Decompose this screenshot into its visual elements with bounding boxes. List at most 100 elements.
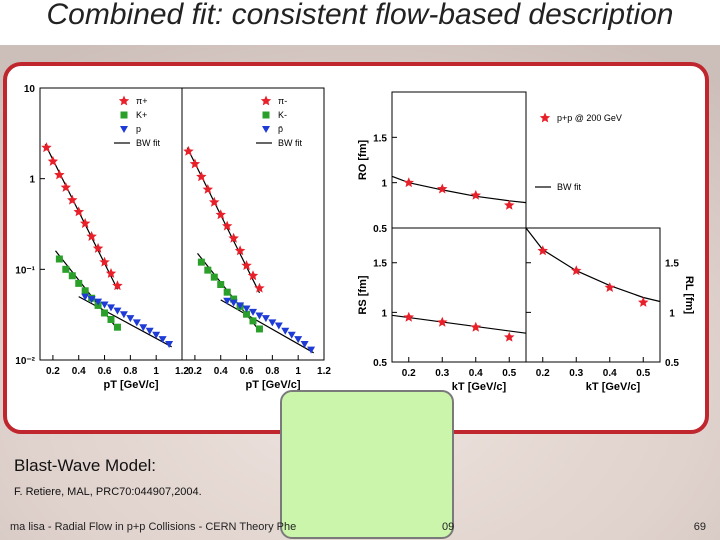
legend-label: π-: [278, 96, 287, 106]
bw-fit-line: [391, 314, 527, 334]
legend-label: K-: [278, 110, 287, 120]
data-point: [307, 346, 316, 354]
data-point: [437, 316, 448, 327]
data-point: [504, 199, 515, 210]
data-point: [537, 245, 548, 256]
data-point: [403, 311, 414, 322]
data-point: [403, 177, 414, 188]
data-point: [604, 282, 615, 292]
data-point: [152, 331, 161, 339]
y-tick-label: 0.5: [373, 358, 387, 369]
x-tick-label: 1.2: [317, 366, 331, 377]
data-point: [189, 158, 201, 169]
data-point: [571, 265, 582, 276]
data-point: [230, 295, 238, 303]
y-tick-label: 10⁻²: [15, 356, 35, 367]
data-point: [470, 189, 481, 200]
data-point: [243, 310, 251, 318]
data-point: [281, 327, 290, 335]
legend-marker: [262, 111, 270, 119]
x-tick-label: 0.4: [72, 366, 86, 377]
y-axis-label: RL [fm]: [683, 276, 695, 315]
data-point: [274, 322, 283, 330]
x-tick-label: 0.6: [98, 366, 112, 377]
data-point: [86, 231, 97, 241]
y-tick-label: 1.5: [373, 133, 387, 144]
data-point: [241, 260, 252, 270]
y-tick-label: 1: [29, 175, 35, 186]
bw-fit-line: [525, 227, 661, 303]
data-point: [217, 281, 225, 289]
data-point: [249, 308, 257, 316]
data-point: [54, 169, 65, 180]
data-point: [55, 255, 63, 263]
data-point: [99, 256, 110, 267]
data-point: [197, 258, 205, 266]
data-point: [294, 336, 303, 344]
data-point: [638, 296, 649, 307]
data-point: [222, 220, 233, 231]
legend-label: BW fit: [278, 138, 302, 148]
x-tick-label: 0.4: [214, 366, 228, 377]
plot-area-RO: [391, 91, 527, 229]
legend-marker: [118, 95, 130, 106]
y-tick-label: 1: [669, 308, 675, 319]
data-point: [94, 298, 103, 306]
legend-marker: [262, 126, 270, 133]
legend-label: p: [136, 124, 141, 134]
x-tick-label: 0.6: [240, 366, 254, 377]
data-point: [68, 272, 76, 280]
data-point: [132, 319, 141, 327]
data-point: [268, 319, 277, 327]
data-point: [254, 282, 265, 293]
data-point: [62, 265, 70, 273]
legend-label: p̄: [278, 124, 283, 134]
data-point: [41, 142, 52, 153]
legend-marker: [120, 126, 128, 133]
citation: F. Retiere, MAL, PRC70:044907,2004.: [14, 486, 202, 498]
data-point: [81, 287, 89, 295]
y-tick-label: 0.5: [373, 224, 387, 235]
data-point: [242, 305, 251, 313]
data-point: [92, 242, 104, 253]
footer-text: ma lisa - Radial Flow in p+p Collisions …: [10, 521, 297, 533]
page-number: 69: [693, 521, 706, 533]
x-tick-label: 0.4: [603, 368, 617, 379]
data-point: [113, 323, 121, 331]
data-point: [223, 288, 231, 296]
bw-fit-line: [44, 143, 119, 290]
data-point: [300, 341, 309, 349]
data-point: [255, 325, 263, 333]
data-point: [105, 268, 117, 278]
x-tick-label: 0.2: [402, 368, 416, 379]
data-point: [113, 307, 122, 315]
data-point: [75, 279, 83, 287]
x-tick-label: 1.2: [175, 366, 189, 377]
y-axis-label: RS [fm]: [357, 275, 369, 314]
y-tick-label: 1.5: [373, 259, 387, 270]
data-point: [101, 309, 109, 317]
legend-label: BW fit: [557, 182, 581, 192]
x-axis-label: pT [GeV/c]: [103, 379, 158, 391]
overlay-box: [280, 390, 454, 539]
x-axis-label: kT [GeV/c]: [452, 381, 507, 393]
data-point: [60, 182, 71, 192]
x-tick-label: 0.2: [536, 368, 550, 379]
data-point: [119, 311, 128, 319]
bw-fit-line: [186, 147, 261, 294]
bw-fit-line: [220, 299, 314, 354]
data-point: [223, 297, 232, 305]
legend-label: BW fit: [136, 138, 160, 148]
data-point: [165, 341, 174, 349]
y-tick-label: 10⁻¹: [15, 265, 35, 276]
x-axis-label: kT [GeV/c]: [586, 381, 641, 393]
legend-label: K+: [136, 110, 147, 120]
x-tick-label: 0.5: [636, 368, 650, 379]
data-point: [204, 266, 212, 274]
data-point: [202, 184, 213, 194]
data-point: [107, 315, 115, 323]
x-tick-label: 0.5: [502, 368, 516, 379]
legend-label: p+p @ 200 GeV: [557, 113, 622, 123]
x-tick-label: 0.8: [123, 366, 137, 377]
